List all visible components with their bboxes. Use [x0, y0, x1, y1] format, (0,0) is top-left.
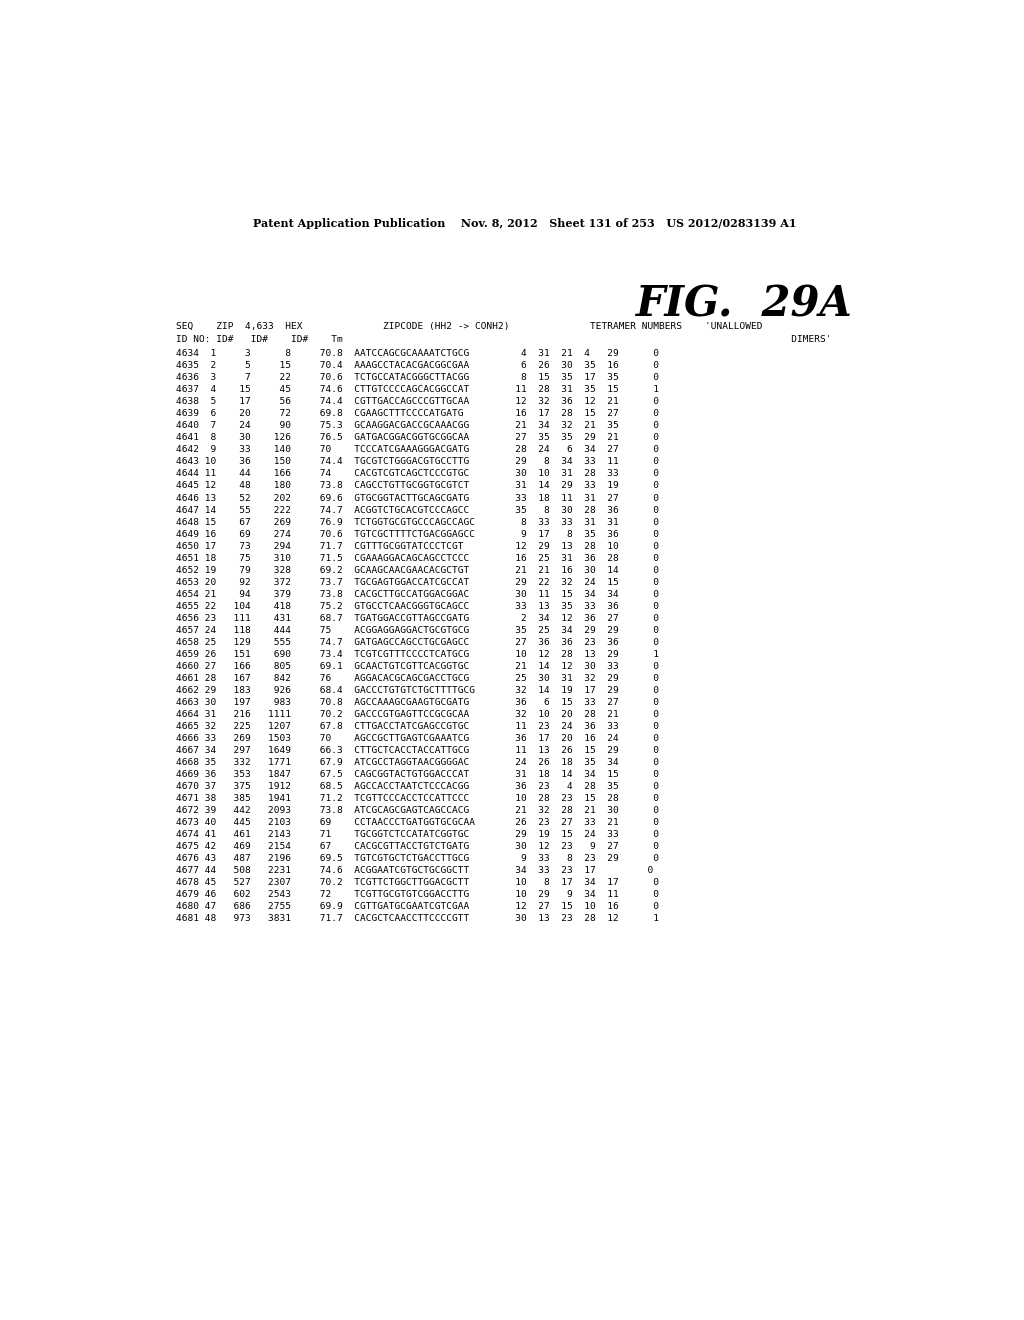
Text: 4674 41   461   2143     71    TGCGGTCTCCATATCGGTGC        29  19  15  24  33   : 4674 41 461 2143 71 TGCGGTCTCCATATCGGTGC… — [176, 830, 659, 838]
Text: 4649 16    69    274     70.6  TGTCGCTTTTCTGACGGAGCC        9  17   8  35  36   : 4649 16 69 274 70.6 TGTCGCTTTTCTGACGGAGC… — [176, 529, 659, 539]
Text: 4641  8    30    126     76.5  GATGACGGACGGTGCGGCAA        27  35  35  29  21   : 4641 8 30 126 76.5 GATGACGGACGGTGCGGCAA … — [176, 433, 659, 442]
Text: 4673 40   445   2103     69    CCTAACCCTGATGGTGCGCAA       26  23  27  33  21   : 4673 40 445 2103 69 CCTAACCCTGATGGTGCGCA… — [176, 818, 659, 826]
Text: ID NO: ID#   ID#    ID#    Tm                                                   : ID NO: ID# ID# ID# Tm — [176, 335, 831, 343]
Text: 4679 46   602   2543     72    TCGTTGCGTGTCGGACCTTG        10  29   9  34  11   : 4679 46 602 2543 72 TCGTTGCGTGTCGGACCTTG… — [176, 890, 659, 899]
Text: 4671 38   385   1941     71.2  TCGTTCCCACCTCCATTCCC        10  28  23  15  28   : 4671 38 385 1941 71.2 TCGTTCCCACCTCCATTC… — [176, 793, 659, 803]
Text: 4657 24   118    444     75    ACGGAGGAGGACTGCGTGCG        35  25  34  29  29   : 4657 24 118 444 75 ACGGAGGAGGACTGCGTGCG … — [176, 626, 659, 635]
Text: 4669 36   353   1847     67.5  CAGCGGTACTGTGGACCCAT        31  18  14  34  15   : 4669 36 353 1847 67.5 CAGCGGTACTGTGGACCC… — [176, 770, 659, 779]
Text: 4665 32   225   1207     67.8  CTTGACCTATCGAGCCGTGC        11  23  24  36  33   : 4665 32 225 1207 67.8 CTTGACCTATCGAGCCGT… — [176, 722, 659, 731]
Text: FIG.  29A: FIG. 29A — [636, 284, 853, 326]
Text: 4661 28   167    842     76    AGGACACGCAGCGACCTGCG        25  30  31  32  29   : 4661 28 167 842 76 AGGACACGCAGCGACCTGCG … — [176, 673, 659, 682]
Text: 4667 34   297   1649     66.3  CTTGCTCACCTACCATTGCG        11  13  26  15  29   : 4667 34 297 1649 66.3 CTTGCTCACCTACCATTG… — [176, 746, 659, 755]
Text: 4646 13    52    202     69.6  GTGCGGTACTTGCAGCGATG        33  18  11  31  27   : 4646 13 52 202 69.6 GTGCGGTACTTGCAGCGATG… — [176, 494, 659, 503]
Text: 4654 21    94    379     73.8  CACGCTTGCCATGGACGGAC        30  11  15  34  34   : 4654 21 94 379 73.8 CACGCTTGCCATGGACGGAC… — [176, 590, 659, 598]
Text: 4681 48   973   3831     71.7  CACGCTCAACCTTCCCCGTT        30  13  23  28  12   : 4681 48 973 3831 71.7 CACGCTCAACCTTCCCCG… — [176, 913, 659, 923]
Text: 4672 39   442   2093     73.8  ATCGCAGCGAGTCAGCCACG        21  32  28  21  30   : 4672 39 442 2093 73.8 ATCGCAGCGAGTCAGCCA… — [176, 805, 659, 814]
Text: 4647 14    55    222     74.7  ACGGTCTGCACGTCCCAGCC        35   8  30  28  36   : 4647 14 55 222 74.7 ACGGTCTGCACGTCCCAGCC… — [176, 506, 659, 515]
Text: 4634  1     3      8     70.8  AATCCAGCGCAAAATCTGCG         4  31  21  4   29   : 4634 1 3 8 70.8 AATCCAGCGCAAAATCTGCG 4 3… — [176, 350, 659, 358]
Text: Patent Application Publication    Nov. 8, 2012   Sheet 131 of 253   US 2012/0283: Patent Application Publication Nov. 8, 2… — [253, 218, 797, 230]
Text: 4655 22   104    418     75.2  GTGCCTCAACGGGTGCAGCC        33  13  35  33  36   : 4655 22 104 418 75.2 GTGCCTCAACGGGTGCAGC… — [176, 602, 659, 611]
Text: 4650 17    73    294     71.7  CGTTTGCGGTATCCCTCGT         12  29  13  28  10   : 4650 17 73 294 71.7 CGTTTGCGGTATCCCTCGT … — [176, 541, 659, 550]
Text: 4666 33   269   1503     70    AGCCGCTTGAGTCGAAATCG        36  17  20  16  24   : 4666 33 269 1503 70 AGCCGCTTGAGTCGAAATCG… — [176, 734, 659, 743]
Text: 4678 45   527   2307     70.2  TCGTTCTGGCTTGGACGCTT        10   8  17  34  17   : 4678 45 527 2307 70.2 TCGTTCTGGCTTGGACGC… — [176, 878, 659, 887]
Text: 4645 12    48    180     73.8  CAGCCTGTTGCGGTGCGTCT        31  14  29  33  19   : 4645 12 48 180 73.8 CAGCCTGTTGCGGTGCGTCT… — [176, 482, 659, 491]
Text: 4638  5    17     56     74.4  CGTTGACCAGCCCGTTGCAA        12  32  36  12  21   : 4638 5 17 56 74.4 CGTTGACCAGCCCGTTGCAA 1… — [176, 397, 659, 407]
Text: 4639  6    20     72     69.8  CGAAGCTTTCCCCATGATG         16  17  28  15  27   : 4639 6 20 72 69.8 CGAAGCTTTCCCCATGATG 16… — [176, 409, 659, 418]
Text: 4648 15    67    269     76.9  TCTGGTGCGTGCCCAGCCAGC        8  33  33  31  31   : 4648 15 67 269 76.9 TCTGGTGCGTGCCCAGCCAG… — [176, 517, 659, 527]
Text: 4653 20    92    372     73.7  TGCGAGTGGACCATCGCCAT        29  22  32  24  15   : 4653 20 92 372 73.7 TGCGAGTGGACCATCGCCAT… — [176, 578, 659, 586]
Text: 4637  4    15     45     74.6  CTTGTCCCCAGCACGGCCAT        11  28  31  35  15   : 4637 4 15 45 74.6 CTTGTCCCCAGCACGGCCAT 1… — [176, 385, 659, 395]
Text: 4652 19    79    328     69.2  GCAAGCAACGAACACGCTGT        21  21  16  30  14   : 4652 19 79 328 69.2 GCAAGCAACGAACACGCTGT… — [176, 565, 659, 574]
Text: SEQ    ZIP  4,633  HEX              ZIPCODE (HH2 -> CONH2)              TETRAMER: SEQ ZIP 4,633 HEX ZIPCODE (HH2 -> CONH2)… — [176, 322, 763, 331]
Text: 4662 29   183    926     68.4  GACCCTGTGTCTGCTTTTGCG       32  14  19  17  29   : 4662 29 183 926 68.4 GACCCTGTGTCTGCTTTTG… — [176, 685, 659, 694]
Text: 4642  9    33    140     70    TCCCATCGAAAGGGACGATG        28  24   6  34  27   : 4642 9 33 140 70 TCCCATCGAAAGGGACGATG 28… — [176, 445, 659, 454]
Text: 4660 27   166    805     69.1  GCAACTGTCGTTCACGGTGC        21  14  12  30  33   : 4660 27 166 805 69.1 GCAACTGTCGTTCACGGTG… — [176, 661, 659, 671]
Text: 4651 18    75    310     71.5  CGAAAGGACAGCAGCCTCCC        16  25  31  36  28   : 4651 18 75 310 71.5 CGAAAGGACAGCAGCCTCCC… — [176, 553, 659, 562]
Text: 4656 23   111    431     68.7  TGATGGACCGTTAGCCGATG         2  34  12  36  27   : 4656 23 111 431 68.7 TGATGGACCGTTAGCCGAT… — [176, 614, 659, 623]
Text: 4670 37   375   1912     68.5  AGCCACCTAATCTCCCACGG        36  23   4  28  35   : 4670 37 375 1912 68.5 AGCCACCTAATCTCCCAC… — [176, 781, 659, 791]
Text: 4635  2     5     15     70.4  AAAGCCTACACGACGGCGAA         6  26  30  35  16   : 4635 2 5 15 70.4 AAAGCCTACACGACGGCGAA 6 … — [176, 362, 659, 371]
Text: 4643 10    36    150     74.4  TGCGTCTGGGACGTGCCTTG        29   8  34  33  11   : 4643 10 36 150 74.4 TGCGTCTGGGACGTGCCTTG… — [176, 458, 659, 466]
Text: 4644 11    44    166     74    CACGTCGTCAGCTCCCGTGC        30  10  31  28  33   : 4644 11 44 166 74 CACGTCGTCAGCTCCCGTGC 3… — [176, 470, 659, 478]
Text: 4677 44   508   2231     74.6  ACGGAATCGTGCTGCGGCTT        34  33  23  17       : 4677 44 508 2231 74.6 ACGGAATCGTGCTGCGGC… — [176, 866, 653, 875]
Text: 4659 26   151    690     73.4  TCGTCGTTTCCCCTCATGCG        10  12  28  13  29   : 4659 26 151 690 73.4 TCGTCGTTTCCCCTCATGC… — [176, 649, 659, 659]
Text: 4664 31   216   1111     70.2  GACCCGTGAGTTCCGCGCAA        32  10  20  28  21   : 4664 31 216 1111 70.2 GACCCGTGAGTTCCGCGC… — [176, 710, 659, 718]
Text: 4658 25   129    555     74.7  GATGAGCCAGCCTGCGAGCC        27  36  36  23  36   : 4658 25 129 555 74.7 GATGAGCCAGCCTGCGAGC… — [176, 638, 659, 647]
Text: 4676 43   487   2196     69.5  TGTCGTGCTCTGACCTTGCG         9  33   8  23  29   : 4676 43 487 2196 69.5 TGTCGTGCTCTGACCTTG… — [176, 854, 659, 863]
Text: 4640  7    24     90     75.3  GCAAGGACGACCGCAAACGG        21  34  32  21  35   : 4640 7 24 90 75.3 GCAAGGACGACCGCAAACGG 2… — [176, 421, 659, 430]
Text: 4663 30   197    983     70.8  AGCCAAAGCGAAGTGCGATG        36   6  15  33  27   : 4663 30 197 983 70.8 AGCCAAAGCGAAGTGCGAT… — [176, 698, 659, 706]
Text: 4668 35   332   1771     67.9  ATCGCCTAGGTAACGGGGAC        24  26  18  35  34   : 4668 35 332 1771 67.9 ATCGCCTAGGTAACGGGG… — [176, 758, 659, 767]
Text: 4680 47   686   2755     69.9  CGTTGATGCGAATCGTCGAA        12  27  15  10  16   : 4680 47 686 2755 69.9 CGTTGATGCGAATCGTCG… — [176, 902, 659, 911]
Text: 4636  3     7     22     70.6  TCTGCCATACGGGCTTACGG         8  15  35  17  35   : 4636 3 7 22 70.6 TCTGCCATACGGGCTTACGG 8 … — [176, 374, 659, 383]
Text: 4675 42   469   2154     67    CACGCGTTACCTGTCTGATG        30  12  23   9  27   : 4675 42 469 2154 67 CACGCGTTACCTGTCTGATG… — [176, 842, 659, 851]
